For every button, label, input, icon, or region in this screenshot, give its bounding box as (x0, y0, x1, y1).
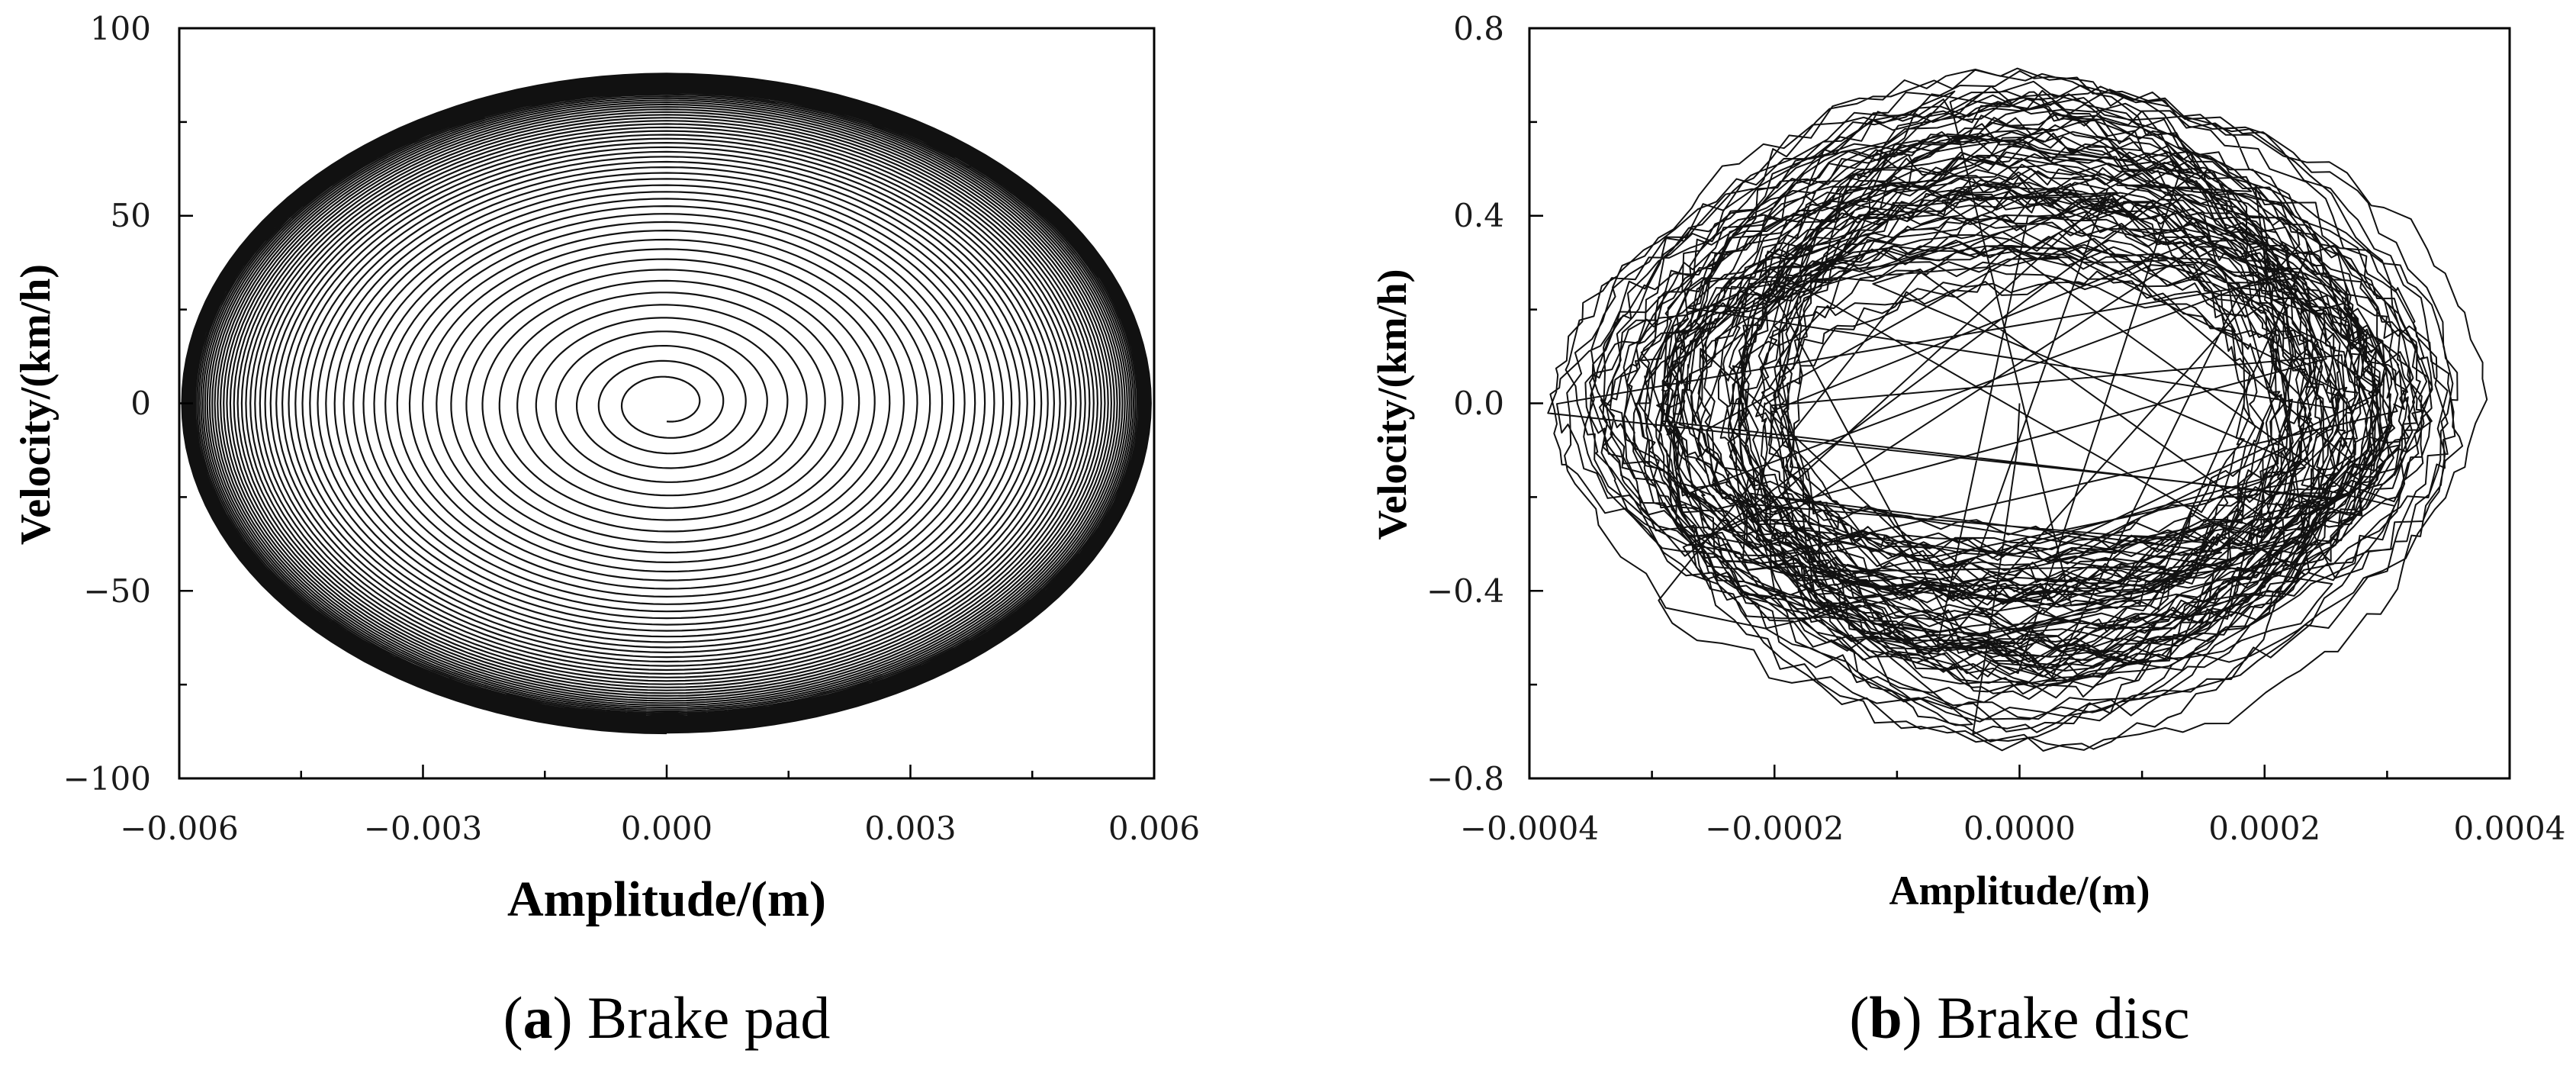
b-orbit-line (1547, 67, 2488, 752)
b-ticks (1528, 27, 2511, 780)
b-caption: (b) Brake disc (1849, 984, 2189, 1051)
panel-b-chart: −0.0004 −0.0002 0.0000 0.0002 0.0004 −0.… (1369, 10, 2565, 1051)
b-tick-y-3: 0.4 (1453, 197, 1504, 234)
b-tick-x-4: 0.0004 (2454, 810, 2566, 847)
b-tick-y-2: 0.0 (1453, 385, 1504, 422)
b-trajectory-series (1547, 67, 2488, 752)
b-tick-x-1: −0.0002 (1705, 810, 1844, 847)
a-caption-text: Brake pad (587, 984, 830, 1051)
a-caption-paren-close: ) (553, 984, 587, 1051)
a-x-axis-title: Amplitude/(m) (507, 871, 826, 927)
a-y-axis-title: Velocity/(km/h) (12, 264, 59, 545)
b-caption-paren-close: ) (1902, 984, 1937, 1051)
a-tick-x-4: 0.006 (1108, 810, 1200, 847)
a-tick-y-3: 50 (111, 197, 151, 234)
a-caption-label: a (523, 984, 553, 1051)
a-trajectory-series (181, 72, 1152, 735)
b-x-axis-title: Amplitude/(m) (1889, 868, 2150, 913)
a-tick-y-4: 100 (90, 10, 151, 47)
panel-a-chart: −0.006 −0.003 0.000 0.003 0.006 −100 −50… (12, 10, 1200, 1051)
a-caption: (a) Brake pad (503, 984, 831, 1051)
b-caption-text: Brake disc (1937, 984, 2189, 1051)
a-spiral-line (181, 72, 1152, 735)
b-tick-x-0: −0.0004 (1460, 810, 1599, 847)
a-tick-x-1: −0.003 (364, 810, 482, 847)
a-tick-y-2: 0 (130, 385, 151, 422)
b-tick-y-4: 0.8 (1453, 10, 1504, 47)
a-tick-y-0: −100 (63, 760, 151, 797)
a-tick-x-0: −0.006 (120, 810, 238, 847)
a-caption-paren-open: ( (503, 984, 523, 1051)
a-ticks (178, 27, 1156, 780)
b-tick-y-0: −0.8 (1426, 760, 1504, 797)
b-tick-x-2: 0.0000 (1963, 810, 2076, 847)
a-tick-y-1: −50 (83, 572, 151, 610)
a-tick-x-3: 0.003 (864, 810, 956, 847)
a-tick-x-2: 0.000 (621, 810, 712, 847)
b-tick-y-1: −0.4 (1426, 572, 1504, 610)
b-y-axis-title: Velocity/(km/h) (1369, 269, 1415, 540)
b-caption-paren-open: ( (1849, 984, 1869, 1051)
b-caption-label: b (1869, 984, 1902, 1051)
b-tick-x-3: 0.0002 (2208, 810, 2320, 847)
